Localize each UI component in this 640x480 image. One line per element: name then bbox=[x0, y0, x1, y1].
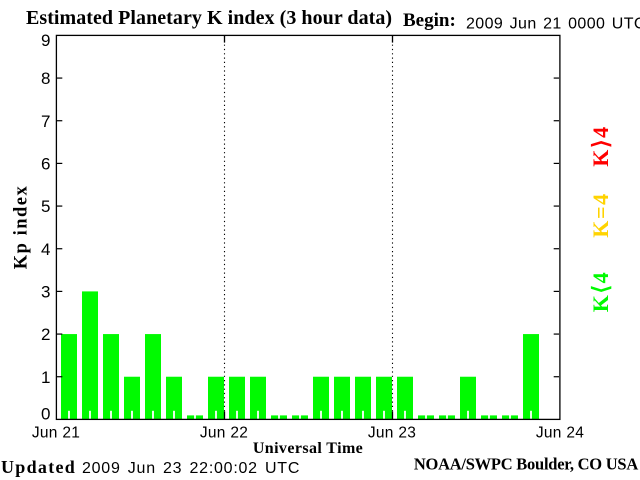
svg-text:Jun 23: Jun 23 bbox=[368, 425, 416, 442]
svg-text:Jun 21: Jun 21 bbox=[32, 425, 80, 442]
svg-text:NOAA/SWPC Boulder, CO USA: NOAA/SWPC Boulder, CO USA bbox=[414, 455, 639, 474]
svg-text:4: 4 bbox=[41, 240, 50, 259]
svg-text:K=4: K=4 bbox=[588, 192, 613, 237]
svg-text:2009 Jun 21 0000 UTC: 2009 Jun 21 0000 UTC bbox=[466, 16, 640, 33]
svg-text:K⟩4: K⟩4 bbox=[588, 125, 613, 167]
svg-text:0: 0 bbox=[41, 405, 50, 424]
svg-text:2: 2 bbox=[41, 325, 50, 344]
svg-text:Universal Time: Universal Time bbox=[253, 440, 363, 457]
svg-text:8: 8 bbox=[41, 69, 50, 88]
svg-text:2009 Jun 23 22:00:02 UTC: 2009 Jun 23 22:00:02 UTC bbox=[82, 460, 300, 477]
svg-text:K⟨4: K⟨4 bbox=[588, 271, 613, 313]
svg-text:Estimated Planetary K index (3: Estimated Planetary K index (3 hour data… bbox=[26, 7, 392, 29]
svg-text:3: 3 bbox=[41, 283, 50, 302]
svg-text:Begin:: Begin: bbox=[403, 10, 456, 31]
svg-text:9: 9 bbox=[41, 31, 50, 50]
svg-text:Jun 24: Jun 24 bbox=[536, 425, 584, 442]
svg-text:7: 7 bbox=[41, 112, 50, 131]
svg-text:6: 6 bbox=[41, 155, 50, 174]
svg-text:5: 5 bbox=[41, 197, 50, 216]
svg-text:1: 1 bbox=[41, 368, 50, 387]
svg-text:Kp index: Kp index bbox=[12, 185, 32, 269]
svg-text:Updated: Updated bbox=[1, 457, 76, 477]
svg-text:Jun 22: Jun 22 bbox=[200, 425, 248, 442]
